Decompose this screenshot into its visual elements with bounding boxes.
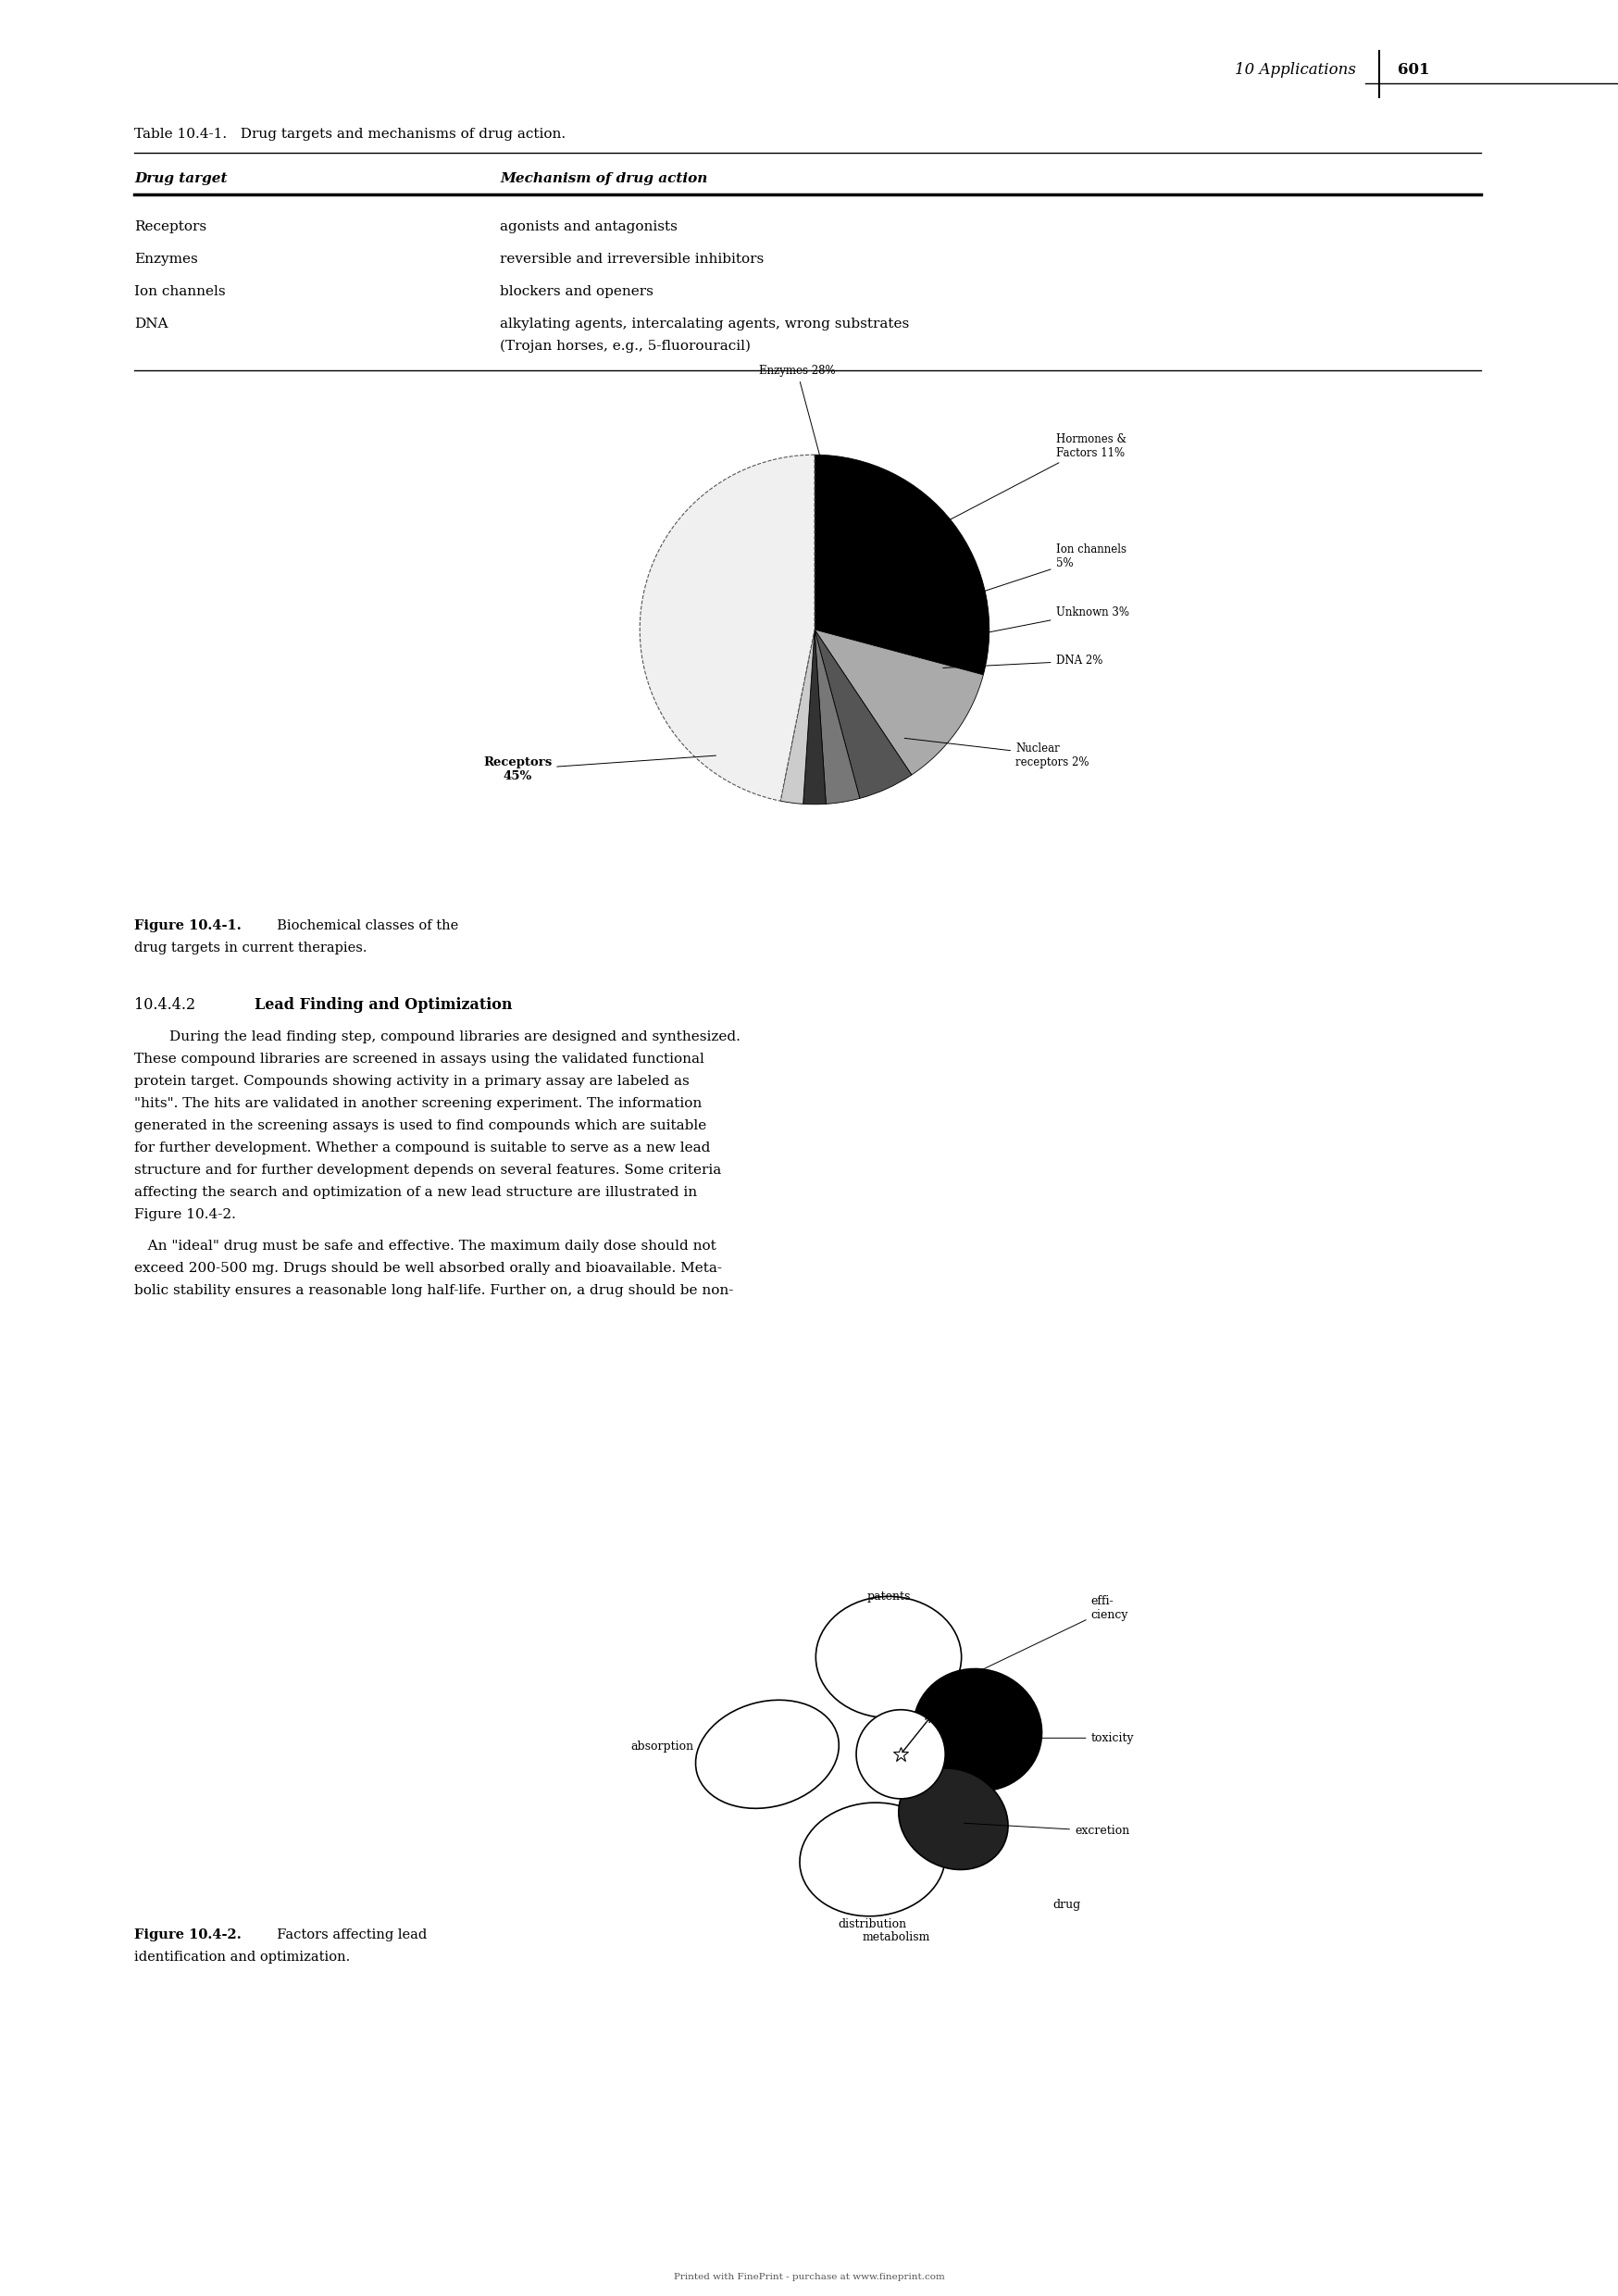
Text: Hormones &
Factors 11%: Hormones & Factors 11% [943, 434, 1126, 523]
Text: Printed with FinePrint - purchase at www.fineprint.com: Printed with FinePrint - purchase at www… [673, 2273, 945, 2282]
Text: agonists and antagonists: agonists and antagonists [500, 220, 678, 234]
Text: Drug target: Drug target [134, 172, 227, 186]
Text: absorption: absorption [631, 1740, 694, 1752]
Text: Unknown 3%: Unknown 3% [961, 606, 1129, 638]
Text: drug targets in current therapies.: drug targets in current therapies. [134, 941, 367, 955]
Text: Lead Finding and Optimization: Lead Finding and Optimization [254, 996, 513, 1013]
Text: Figure 10.4-2.: Figure 10.4-2. [134, 1208, 236, 1221]
Wedge shape [803, 629, 825, 804]
Text: 10.4.4.2: 10.4.4.2 [134, 996, 196, 1013]
Text: DNA 2%: DNA 2% [943, 654, 1102, 668]
Wedge shape [814, 629, 859, 804]
Wedge shape [814, 629, 911, 799]
Wedge shape [780, 629, 814, 804]
Ellipse shape [913, 1669, 1042, 1791]
Wedge shape [639, 455, 814, 801]
Text: Mechanism of drug action: Mechanism of drug action [500, 172, 707, 186]
Text: DNA: DNA [134, 317, 168, 331]
Ellipse shape [815, 1596, 961, 1717]
Text: Table 10.4-1.   Drug targets and mechanisms of drug action.: Table 10.4-1. Drug targets and mechanism… [134, 129, 566, 140]
Text: for further development. Whether a compound is suitable to serve as a new lead: for further development. Whether a compo… [134, 1141, 710, 1155]
Text: During the lead finding step, compound libraries are designed and synthesized.: During the lead finding step, compound l… [170, 1031, 741, 1042]
Text: Figure 10.4-1.: Figure 10.4-1. [134, 918, 241, 932]
Text: toxicity: toxicity [972, 1731, 1134, 1745]
Text: reversible and irreversible inhibitors: reversible and irreversible inhibitors [500, 253, 764, 266]
Text: effi-
ciency: effi- ciency [951, 1596, 1128, 1685]
Text: Ion channels: Ion channels [134, 285, 225, 298]
Text: generated in the screening assays is used to find compounds which are suitable: generated in the screening assays is use… [134, 1120, 707, 1132]
Text: Nuclear
receptors 2%: Nuclear receptors 2% [904, 739, 1089, 769]
Circle shape [856, 1711, 945, 1798]
Text: Biochemical classes of the: Biochemical classes of the [269, 918, 458, 932]
Text: Receptors: Receptors [134, 220, 207, 234]
Text: distribution: distribution [838, 1917, 906, 1931]
Text: Receptors
45%: Receptors 45% [484, 755, 715, 783]
Text: bolic stability ensures a reasonable long half-life. Further on, a drug should b: bolic stability ensures a reasonable lon… [134, 1283, 733, 1297]
Text: These compound libraries are screened in assays using the validated functional: These compound libraries are screened in… [134, 1052, 704, 1065]
Text: "hits". The hits are validated in another screening experiment. The information: "hits". The hits are validated in anothe… [134, 1097, 702, 1109]
Wedge shape [814, 629, 984, 774]
Wedge shape [814, 455, 989, 675]
Text: blockers and openers: blockers and openers [500, 285, 654, 298]
Text: Ion channels
5%: Ion channels 5% [966, 544, 1126, 597]
Text: alkylating agents, intercalating agents, wrong substrates: alkylating agents, intercalating agents,… [500, 317, 909, 331]
Text: Factors affecting lead: Factors affecting lead [269, 1929, 427, 1942]
Text: drug: drug [1053, 1899, 1081, 1910]
Text: metabolism: metabolism [862, 1931, 930, 1942]
Text: patents: patents [867, 1591, 911, 1603]
Text: structure and for further development depends on several features. Some criteria: structure and for further development de… [134, 1164, 722, 1176]
Text: exceed 200-500 mg. Drugs should be well absorbed orally and bioavailable. Meta-: exceed 200-500 mg. Drugs should be well … [134, 1263, 722, 1274]
Ellipse shape [898, 1768, 1008, 1869]
Text: identification and optimization.: identification and optimization. [134, 1952, 349, 1963]
Text: 10 Applications: 10 Applications [1235, 62, 1356, 78]
Text: Figure 10.4-2.: Figure 10.4-2. [134, 1929, 241, 1942]
Text: Enzymes: Enzymes [134, 253, 197, 266]
Text: excretion: excretion [964, 1823, 1129, 1837]
Text: Enzymes 28%: Enzymes 28% [759, 365, 835, 466]
Text: An "ideal" drug must be safe and effective. The maximum daily dose should not: An "ideal" drug must be safe and effecti… [134, 1240, 717, 1254]
Text: affecting the search and optimization of a new lead structure are illustrated in: affecting the search and optimization of… [134, 1187, 697, 1199]
Ellipse shape [799, 1802, 945, 1917]
Ellipse shape [696, 1699, 838, 1809]
Text: 601: 601 [1398, 62, 1430, 78]
Text: (Trojan horses, e.g., 5-fluorouracil): (Trojan horses, e.g., 5-fluorouracil) [500, 340, 751, 354]
Text: protein target. Compounds showing activity in a primary assay are labeled as: protein target. Compounds showing activi… [134, 1075, 689, 1088]
